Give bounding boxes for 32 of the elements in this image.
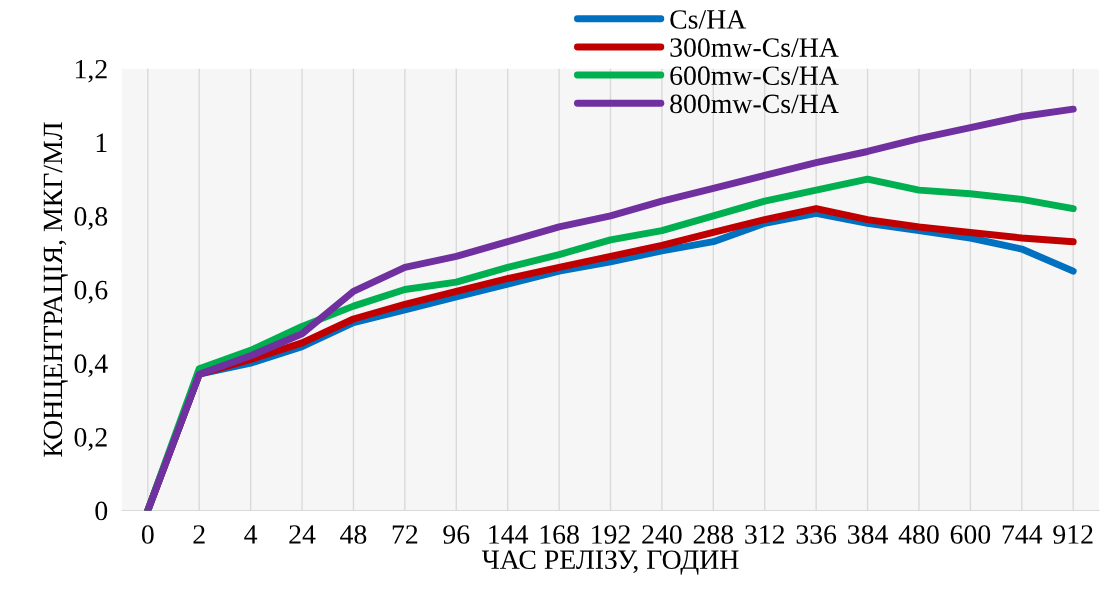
x-tick-label: 600 bbox=[950, 525, 991, 544]
x-tick-label: 168 bbox=[540, 525, 579, 544]
x-tick-label: 4 bbox=[244, 525, 258, 544]
legend-label: 300mw-Cs/HA bbox=[670, 38, 839, 57]
x-tick-label: 384 bbox=[848, 525, 888, 544]
x-tick-label: 144 bbox=[489, 525, 529, 544]
x-tick-label: 2 bbox=[193, 525, 205, 544]
y-axis-title: КОНЦЕНТРАЦІЯ, МКГ/МЛ bbox=[43, 122, 68, 457]
x-tick-label: 480 bbox=[898, 525, 939, 544]
legend-label: 600mw-Cs/HA bbox=[670, 66, 839, 86]
x-tick-label: 192 bbox=[592, 525, 630, 544]
x-tick-label: 240 bbox=[642, 525, 682, 544]
legend-label: 800mw-Cs/HA bbox=[670, 94, 839, 114]
y-tick-label: 0,4 bbox=[74, 354, 108, 378]
x-tick-label: 288 bbox=[693, 525, 734, 544]
y-tick-label: 0,8 bbox=[74, 207, 108, 230]
x-tick-label: 744 bbox=[1002, 525, 1043, 544]
x-tick-label: 336 bbox=[796, 525, 837, 544]
x-tick-label: 912 bbox=[1053, 525, 1093, 544]
x-axis-title: ЧАС РЕЛІЗУ, ГОДИН bbox=[481, 550, 739, 575]
y-tick-label: 1,2 bbox=[75, 59, 107, 83]
x-tick-label: 312 bbox=[745, 525, 785, 544]
x-tick-label: 72 bbox=[392, 525, 418, 544]
y-tick-label: 0 bbox=[95, 501, 108, 521]
y-tick-label: 1 bbox=[96, 133, 107, 152]
x-tick-label: 96 bbox=[443, 525, 470, 544]
x-tick-label: 24 bbox=[289, 525, 316, 544]
x-tick-label: 48 bbox=[340, 525, 367, 544]
legend-label: Cs/HA bbox=[670, 10, 747, 29]
x-tick-label: 0 bbox=[141, 525, 154, 544]
y-tick-label: 0,6 bbox=[74, 280, 108, 304]
y-tick-label: 0,2 bbox=[74, 427, 107, 451]
